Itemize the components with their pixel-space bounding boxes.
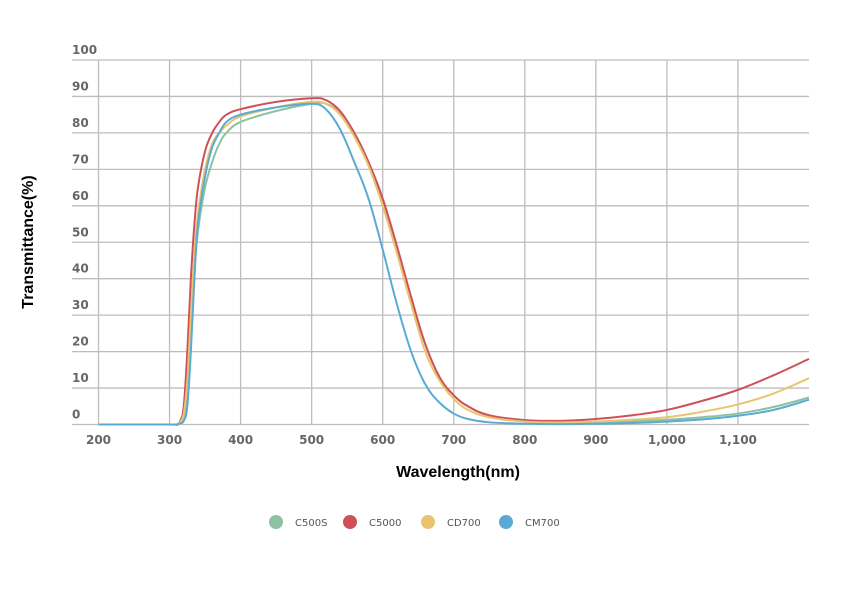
series-lines bbox=[98, 97, 810, 426]
y-tick-label: 60 bbox=[72, 189, 89, 203]
legend-label: C5000 bbox=[369, 518, 401, 529]
legend-marker bbox=[269, 515, 283, 529]
x-tick-label: 900 bbox=[583, 433, 608, 447]
legend-label: CD700 bbox=[447, 518, 481, 529]
y-tick-label: 30 bbox=[72, 298, 89, 312]
x-tick-label: 1,100 bbox=[719, 433, 757, 447]
y-tick-label: 40 bbox=[72, 262, 89, 276]
x-tick-label: 600 bbox=[370, 433, 395, 447]
legend: C500S C5000 CD700 CM700 bbox=[269, 515, 560, 529]
legend-marker bbox=[343, 515, 357, 529]
x-axis-label: Wavelength(nm) bbox=[396, 464, 520, 481]
x-axis-ticks: 200 300 400 500 600 700 800 900 1,000 1,100 bbox=[86, 433, 757, 447]
x-tick-label: 300 bbox=[157, 433, 182, 447]
x-tick-label: 800 bbox=[512, 433, 537, 447]
grid bbox=[72, 59, 809, 426]
series-line-cd700 bbox=[98, 100, 810, 426]
legend-marker bbox=[421, 515, 435, 529]
y-axis-ticks: 0 10 20 30 40 50 60 70 80 90 100 bbox=[72, 43, 97, 422]
legend-item-c5000[interactable]: C5000 bbox=[343, 515, 401, 529]
legend-item-cd700[interactable]: CD700 bbox=[421, 515, 481, 529]
y-tick-label: 80 bbox=[72, 116, 89, 130]
legend-marker bbox=[499, 515, 513, 529]
x-tick-label: 500 bbox=[299, 433, 324, 447]
y-tick-label: 50 bbox=[72, 225, 89, 239]
y-tick-label: 10 bbox=[72, 371, 89, 385]
y-tick-label: 20 bbox=[72, 335, 89, 349]
x-tick-label: 700 bbox=[441, 433, 466, 447]
y-tick-label: 90 bbox=[72, 79, 89, 93]
x-tick-label: 1,000 bbox=[648, 433, 686, 447]
y-tick-label: 100 bbox=[72, 43, 97, 57]
series-line-c5000 bbox=[98, 97, 810, 426]
x-tick-label: 400 bbox=[228, 433, 253, 447]
legend-label: C500S bbox=[295, 518, 327, 529]
series-line-cm700 bbox=[98, 102, 810, 426]
y-tick-label: 0 bbox=[72, 408, 80, 422]
legend-item-c500s[interactable]: C500S bbox=[269, 515, 327, 529]
y-tick-label: 70 bbox=[72, 152, 89, 166]
legend-item-cm700[interactable]: CM700 bbox=[499, 515, 560, 529]
x-tick-label: 200 bbox=[86, 433, 111, 447]
legend-label: CM700 bbox=[525, 518, 560, 529]
y-axis-label: Transmittance(%) bbox=[20, 175, 37, 308]
